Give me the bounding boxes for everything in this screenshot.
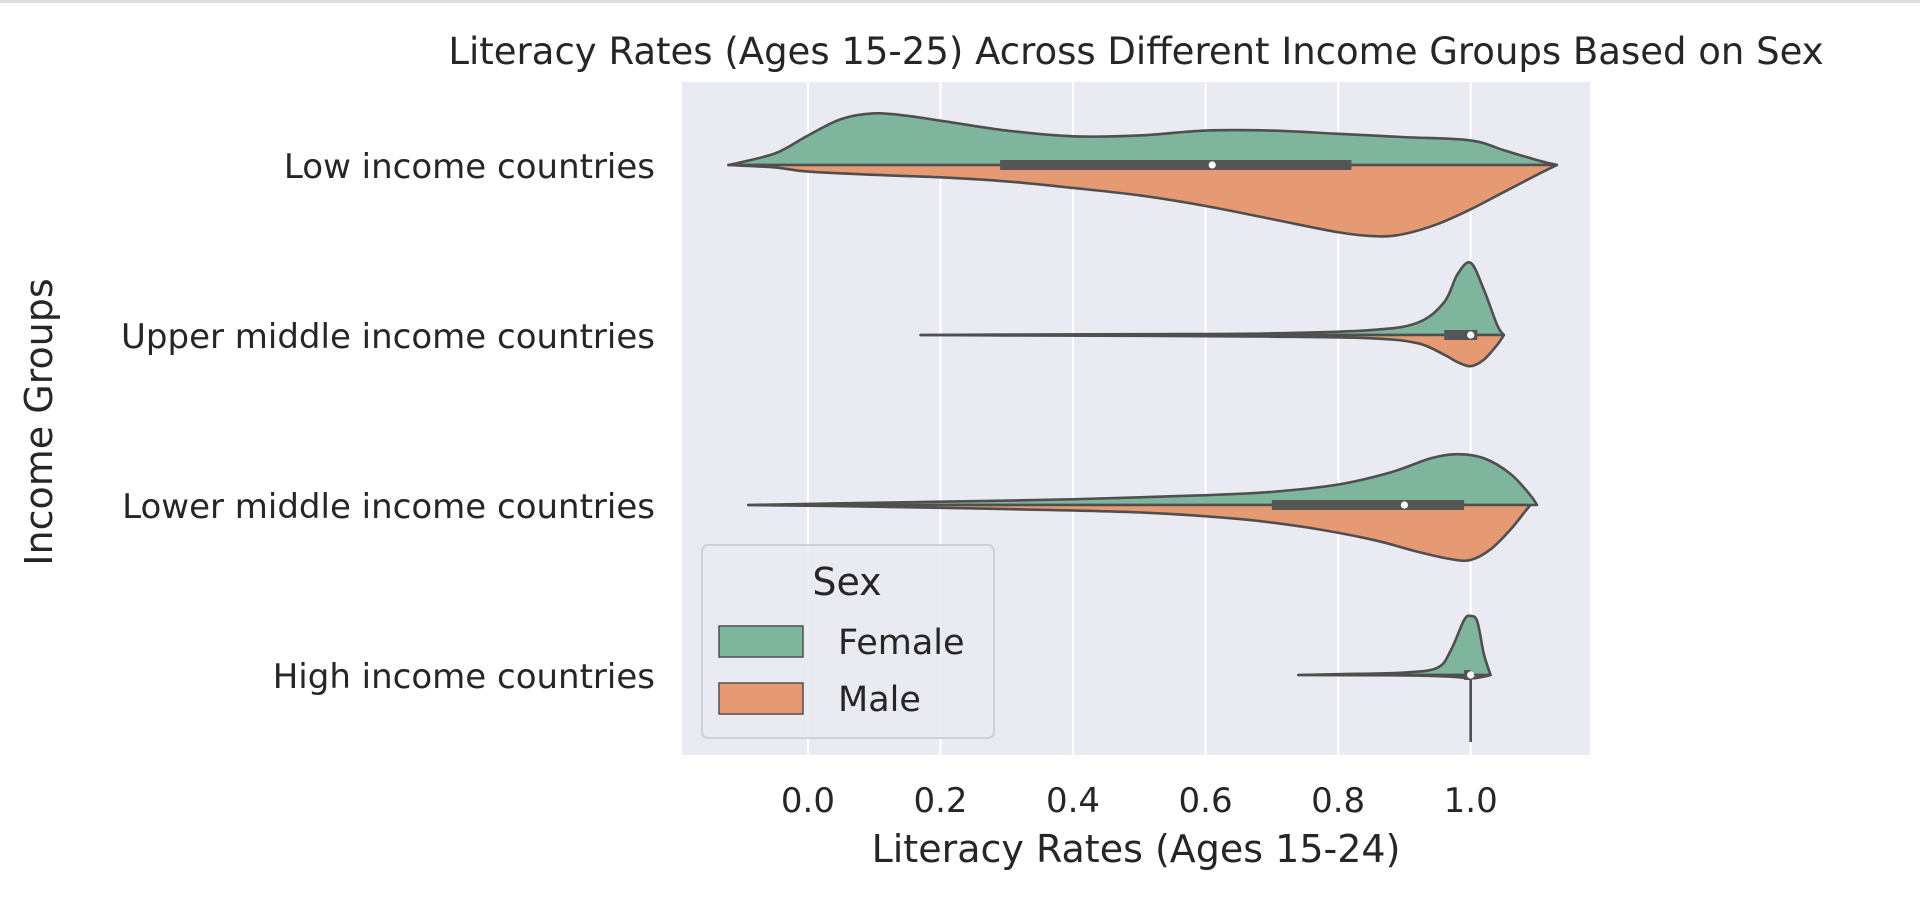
y-axis-label: Income Groups (17, 278, 61, 565)
violin-group (919, 261, 1506, 368)
chart-title: Literacy Rates (Ages 15-25) Across Diffe… (448, 30, 1823, 73)
x-tick-label: 0.8 (1311, 781, 1365, 821)
y-tick-label: High income countries (273, 657, 655, 697)
y-tick-label: Upper middle income countries (121, 317, 655, 357)
x-axis-label: Literacy Rates (Ages 15-24) (872, 827, 1401, 871)
legend: Sex Female Male (701, 544, 995, 739)
violins (727, 111, 1559, 742)
legend-swatch-female (718, 625, 804, 658)
top-border (0, 0, 1920, 3)
x-tick-label: 1.0 (1444, 781, 1498, 821)
legend-label-female: Female (838, 623, 965, 663)
violin-female-half (727, 111, 1559, 167)
x-tick-label: 0.4 (1046, 781, 1100, 821)
y-tick-label: Low income countries (284, 147, 655, 187)
x-tick-label: 0.2 (913, 781, 967, 821)
violin-male-half (727, 163, 1559, 238)
tick-labels: 0.0 0.2 0.4 0.6 0.8 1.0 Low income countries Up… (121, 147, 1498, 821)
legend-title: Sex (812, 560, 881, 604)
x-tick-label: 0.0 (781, 781, 835, 821)
legend-label-male: Male (838, 680, 921, 720)
violin-group (727, 111, 1559, 238)
median-marker (1400, 501, 1409, 509)
x-tick-label: 0.6 (1179, 781, 1233, 821)
violin-male-half (1297, 673, 1492, 680)
median-marker (1467, 671, 1475, 679)
violin-male-half (746, 503, 1532, 563)
legend-swatch-male (718, 682, 804, 715)
violin-group (1297, 614, 1492, 680)
median-marker (1467, 331, 1475, 339)
violin-female-half (1297, 614, 1492, 677)
violin-group (746, 452, 1539, 563)
median-marker (1208, 161, 1216, 169)
violin-female-half (746, 452, 1539, 507)
y-tick-label: Lower middle income countries (122, 487, 655, 527)
